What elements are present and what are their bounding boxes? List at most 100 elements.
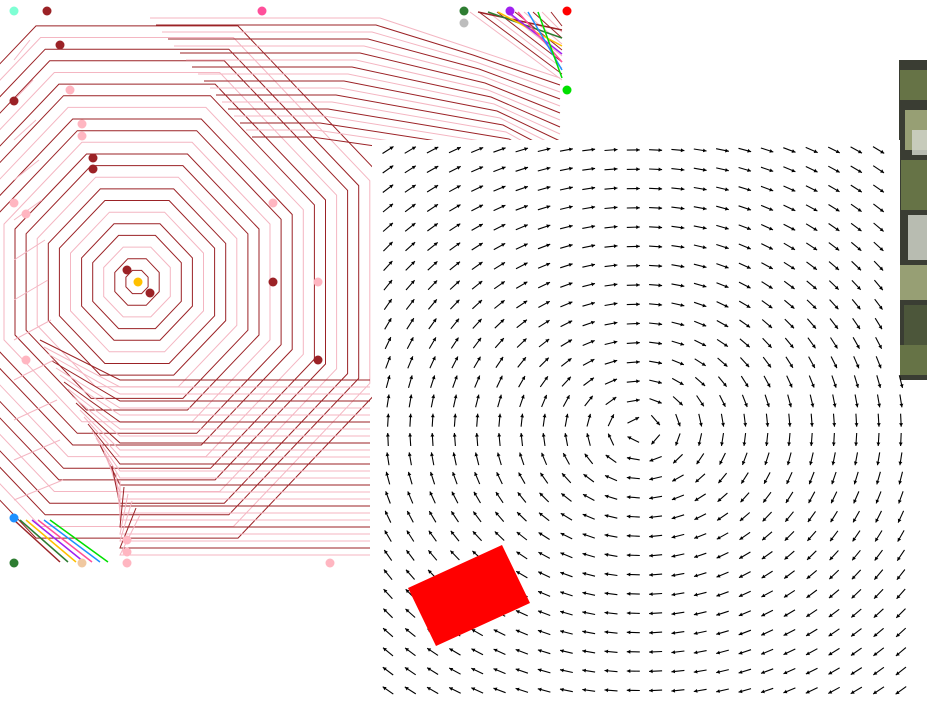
vector-arrow — [471, 185, 484, 192]
contour-line — [13, 439, 61, 461]
vector-arrow — [873, 222, 884, 232]
vector-arrow — [716, 320, 729, 328]
vector-arrow — [717, 472, 728, 484]
vector-arrow — [626, 572, 640, 577]
vector-arrow — [873, 279, 884, 291]
vector-arrow — [805, 146, 818, 154]
vector-arrow — [784, 511, 794, 523]
vector-arrow — [738, 262, 751, 270]
vector-arrow — [497, 413, 502, 427]
contour-line — [0, 48, 360, 516]
vector-arrow — [693, 282, 707, 288]
vector-arrow — [671, 650, 685, 655]
contour-line — [0, 130, 282, 434]
vector-arrow — [626, 611, 640, 615]
dark-red-marker — [268, 277, 278, 287]
vector-arrow — [604, 302, 618, 307]
vector-arrow — [519, 432, 524, 447]
vector-arrow — [404, 184, 417, 193]
green-marker — [459, 6, 469, 16]
vector-arrow — [693, 552, 707, 559]
vector-arrow — [495, 491, 504, 504]
vector-arrow — [739, 357, 750, 368]
vector-arrow — [559, 629, 573, 635]
vector-arrow — [541, 394, 548, 408]
corner-stripe — [13, 519, 61, 563]
vector-arrow — [741, 394, 748, 408]
vector-arrow — [626, 688, 640, 693]
vector-arrow — [494, 511, 505, 522]
vector-arrow — [537, 610, 551, 617]
vector-arrow — [852, 317, 861, 330]
contour-line — [75, 402, 370, 444]
contour-line — [25, 165, 249, 399]
vector-arrow — [626, 398, 640, 403]
vector-arrow — [876, 432, 881, 447]
vector-arrow — [739, 319, 751, 328]
vector-arrow — [649, 669, 663, 674]
vector-arrow — [830, 510, 838, 523]
light-pink-marker — [122, 547, 132, 557]
vector-arrow — [538, 551, 551, 559]
contour-line — [63, 381, 370, 423]
vector-arrow — [406, 337, 414, 349]
vector-arrow — [383, 298, 393, 311]
vector-arrow — [809, 394, 815, 408]
corner-stripe — [19, 519, 69, 563]
vector-arrow — [783, 242, 796, 251]
vector-arrow — [426, 203, 439, 212]
vector-arrow — [404, 647, 416, 657]
vector-arrow — [449, 261, 461, 271]
vector-arrow — [449, 648, 461, 656]
vector-arrow — [649, 688, 663, 693]
vector-arrow — [649, 379, 663, 385]
vector-arrow — [649, 322, 663, 326]
vector-arrow — [671, 669, 685, 674]
vector-arrow — [762, 337, 772, 349]
vector-arrow — [649, 630, 663, 635]
vector-arrow — [783, 204, 796, 212]
vector-arrow — [582, 301, 596, 307]
vector-arrow — [783, 687, 796, 694]
contour-line — [91, 430, 370, 472]
contour-line — [0, 118, 293, 446]
vector-arrow — [560, 301, 573, 308]
vector-arrow — [805, 166, 818, 173]
contour-line — [14, 153, 260, 411]
vector-arrow — [604, 225, 618, 229]
vector-arrow — [806, 530, 817, 542]
vector-arrow — [626, 167, 640, 172]
contour-line — [198, 73, 561, 135]
vector-arrow — [716, 669, 729, 674]
vector-arrow — [738, 551, 751, 560]
vector-arrow — [582, 610, 596, 616]
vector-arrow — [873, 647, 885, 657]
vector-arrow — [471, 667, 484, 675]
vector-arrow — [650, 434, 661, 445]
vector-arrow — [672, 396, 684, 406]
vector-arrow — [494, 299, 505, 309]
vector-arrow — [716, 338, 729, 348]
contour-line — [107, 458, 370, 500]
vector-arrow — [382, 165, 394, 174]
contour-line — [13, 319, 52, 341]
vector-arrow — [382, 222, 394, 232]
vector-arrow — [716, 167, 729, 172]
vector-arrow — [626, 630, 640, 635]
vector-arrow — [763, 472, 771, 485]
contour-line — [119, 514, 370, 556]
vector-arrow — [763, 375, 771, 388]
vector-arrow — [560, 492, 572, 502]
contour-line — [210, 87, 561, 149]
corner-stripes — [13, 11, 563, 563]
vector-arrow — [876, 375, 882, 389]
vector-arrow — [720, 413, 725, 427]
vector-arrow — [853, 452, 859, 466]
vector-arrow — [873, 588, 884, 599]
vector-arrow — [671, 206, 685, 211]
vector-arrow — [426, 184, 439, 193]
vector-arrow — [537, 629, 551, 636]
vector-arrow — [805, 609, 818, 618]
lime-marker — [562, 85, 572, 95]
vector-arrow — [383, 588, 393, 600]
